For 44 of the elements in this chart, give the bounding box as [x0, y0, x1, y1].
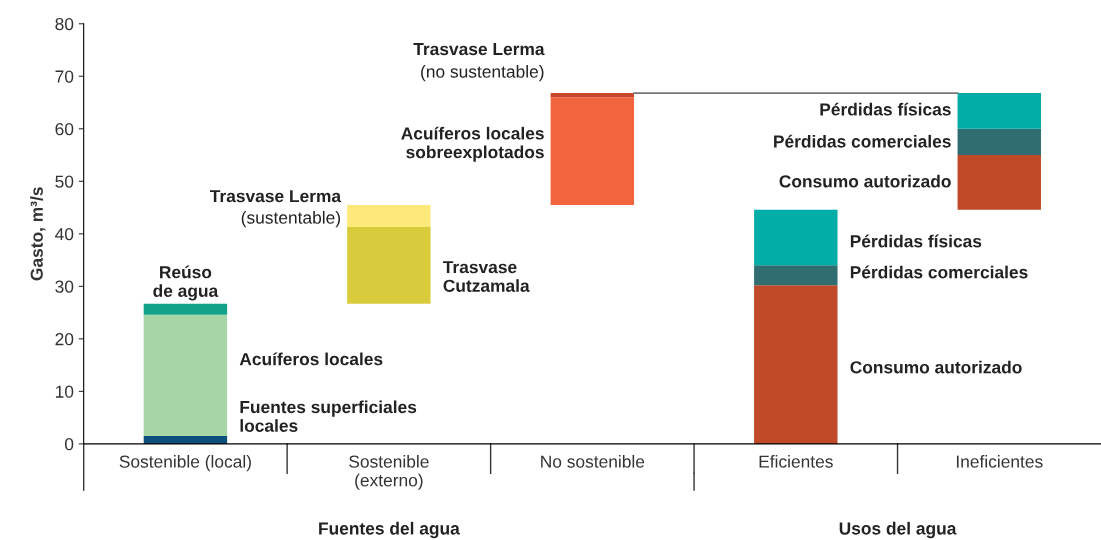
annotation: Acuíferos locales: [239, 352, 383, 366]
bar: [143, 314, 228, 436]
annotation: Trasvase Lerma: [209, 190, 342, 203]
annotation: Consumo autorizado: [850, 360, 1022, 374]
y-tick-label: 50: [55, 175, 74, 188]
annotation: Trasvase Lerma: [413, 43, 545, 56]
annotation: Trasvase Cutzamala: [442, 261, 530, 292]
x-tick-label: Ineficientes: [956, 454, 1043, 468]
bar: [754, 285, 838, 444]
y-tick-label: 10: [55, 385, 74, 398]
y-axis-title: Gasto, m³/s: [30, 187, 46, 281]
annotation: Consumo autorizado: [779, 174, 951, 188]
text: Usos del agua: [839, 521, 957, 539]
annotation: (sustentable): [241, 211, 340, 228]
y-tick-label: 0: [64, 438, 74, 451]
annotation: Acuíferos locales sobreexplotados: [401, 126, 544, 162]
source-note: Fuentes del agua: [319, 521, 460, 539]
annotation: Pérdidas comerciales: [774, 134, 951, 148]
bar: [957, 155, 1041, 210]
annotation: (no sustentable): [421, 65, 544, 82]
bar: [550, 93, 635, 98]
bar: [957, 93, 1041, 129]
bar: [957, 128, 1041, 156]
annotation: Pérdidas físicas: [820, 102, 951, 116]
annotation: Pérdidas físicas: [850, 234, 982, 248]
bar: [550, 97, 635, 205]
bar: [754, 209, 838, 266]
y-tick-label: 30: [55, 280, 74, 293]
annotation: Reúso de agua: [153, 265, 219, 301]
x-tick-label: Sostenible (local): [119, 454, 251, 472]
y-tick-label: 40: [55, 227, 74, 241]
bar: [754, 265, 838, 286]
y-tick-label: 20: [55, 333, 74, 346]
bar: [143, 303, 228, 315]
x-tick-label: No sostenible: [541, 454, 645, 468]
y-tick-label: 60: [55, 122, 74, 136]
annotation: Pérdidas comerciales: [850, 265, 1028, 279]
bar: [347, 226, 431, 304]
x-tick-label: Eficientes: [759, 454, 833, 468]
y-tick-label: 80: [55, 17, 74, 31]
x-tick-label: Sostenible (externo): [349, 454, 429, 490]
annotation: Fuentes superficiales locales: [240, 400, 417, 432]
bar: [347, 204, 431, 227]
y-tick-label: 70: [55, 70, 74, 83]
